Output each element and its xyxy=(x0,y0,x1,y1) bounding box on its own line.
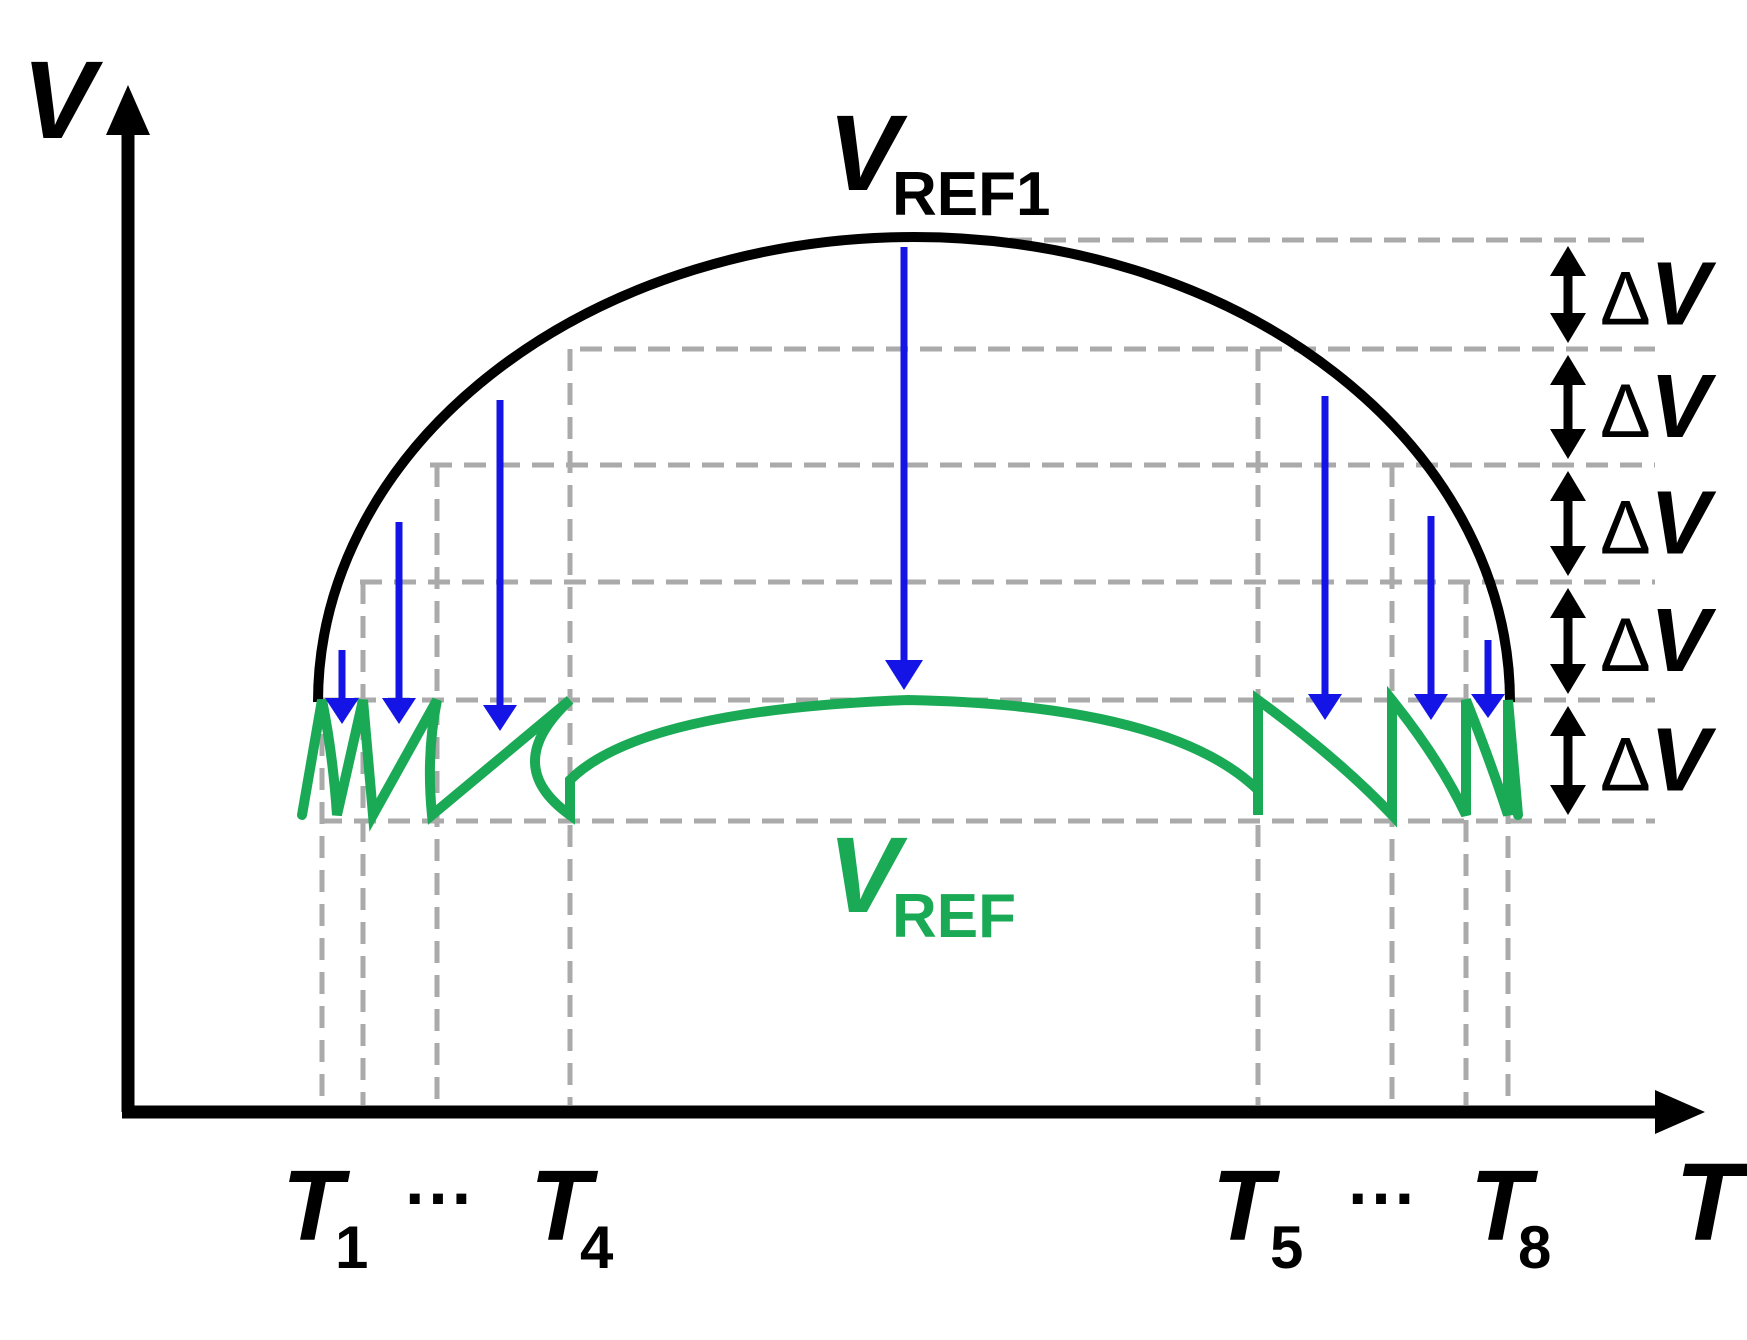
correction-arrow-5 xyxy=(1308,396,1342,720)
ellipsis-left: ··· xyxy=(405,1159,475,1237)
svg-text:8: 8 xyxy=(1518,1214,1551,1281)
delta-v-variable: V xyxy=(1650,711,1717,811)
tick-label-t1: T 1 xyxy=(282,1150,368,1281)
x-axis-label: T xyxy=(1675,1141,1747,1264)
delta-v-arrow-up xyxy=(1550,588,1586,618)
delta-v-arrow-down xyxy=(1550,429,1586,459)
vref1-label: V REF1 xyxy=(828,92,1050,229)
svg-text:T: T xyxy=(282,1150,351,1262)
vref-label-main: V xyxy=(828,814,908,935)
y-axis-arrowhead xyxy=(106,85,150,135)
correction-arrow-3 xyxy=(483,400,517,731)
svg-text:T: T xyxy=(530,1150,599,1262)
delta-v-arrow-up xyxy=(1550,471,1586,501)
vref1-label-main: V xyxy=(828,92,908,213)
tick-label-t4: T 4 xyxy=(530,1150,614,1281)
ellipsis-right: ··· xyxy=(1348,1159,1418,1237)
svg-text:4: 4 xyxy=(580,1214,614,1281)
svg-text:T: T xyxy=(1212,1150,1281,1262)
correction-arrow-2 xyxy=(382,522,416,724)
correction-arrow-1 xyxy=(325,650,359,724)
delta-v-arrow-up xyxy=(1550,355,1586,385)
delta-v-variable: V xyxy=(1650,474,1717,574)
tick-label-t5: T 5 xyxy=(1212,1150,1303,1281)
delta-v-symbol: Δ xyxy=(1600,723,1651,808)
vref1-curve xyxy=(313,232,1515,703)
vref-label: V REF xyxy=(828,814,1016,951)
vref-curve xyxy=(297,685,1523,832)
svg-text:5: 5 xyxy=(1270,1214,1303,1281)
delta-v-arrow-down xyxy=(1550,313,1586,343)
delta-v-symbol: Δ xyxy=(1600,369,1651,454)
axes xyxy=(106,85,1705,1134)
tick-label-t8: T 8 xyxy=(1470,1150,1551,1281)
vref1-label-sub: REF1 xyxy=(892,160,1050,229)
delta-v-variable: V xyxy=(1650,357,1717,457)
delta-v-arrow-down xyxy=(1550,546,1586,576)
delta-v-variable: V xyxy=(1650,591,1717,691)
delta-v-arrow-down xyxy=(1550,785,1586,815)
delta-v-variable: V xyxy=(1650,245,1717,345)
delta-v-symbol: Δ xyxy=(1600,603,1651,688)
correction-arrow-4 xyxy=(885,247,923,690)
correction-arrows xyxy=(325,247,1505,731)
horizontal-grid-lines xyxy=(320,237,1655,824)
y-axis-label: V xyxy=(22,39,104,162)
delta-v-arrow-up xyxy=(1550,706,1586,736)
svg-text:T: T xyxy=(1470,1150,1539,1262)
delta-v-symbol: Δ xyxy=(1600,257,1651,342)
delta-v-symbol: Δ xyxy=(1600,486,1651,571)
vref-label-sub: REF xyxy=(892,882,1016,951)
x-axis-arrowhead xyxy=(1655,1090,1705,1134)
delta-v-markers: Δ VΔ VΔ VΔ VΔ V xyxy=(1550,245,1717,815)
x-tick-labels: T 1 ··· T 4 T 5 ··· T 8 xyxy=(282,1150,1551,1281)
svg-text:1: 1 xyxy=(335,1214,368,1281)
delta-v-arrow-up xyxy=(1550,246,1586,276)
delta-v-arrow-down xyxy=(1550,664,1586,694)
correction-arrow-7 xyxy=(1471,640,1505,718)
correction-arrow-6 xyxy=(1414,516,1448,720)
